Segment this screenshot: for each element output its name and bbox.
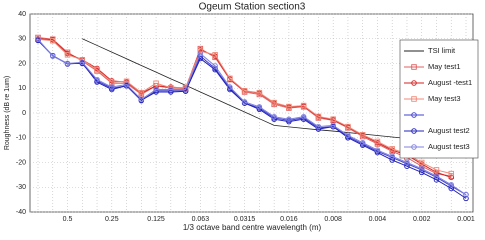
x-tick-label: 0.002 bbox=[413, 216, 431, 223]
marker bbox=[374, 138, 381, 145]
marker bbox=[197, 50, 204, 57]
marker bbox=[153, 86, 159, 93]
marker bbox=[315, 113, 322, 120]
marker bbox=[138, 89, 145, 96]
marker bbox=[374, 147, 381, 153]
legend: TSI limit May test1 August -test1 May test3… bbox=[399, 39, 479, 159]
x-tick-label: 0.008 bbox=[324, 216, 342, 223]
marker bbox=[35, 36, 41, 42]
marker bbox=[389, 153, 395, 160]
marker bbox=[433, 167, 440, 173]
marker bbox=[448, 182, 454, 188]
marker bbox=[448, 185, 454, 192]
x-tick-label: 0.5 bbox=[63, 216, 73, 223]
legend-label: TSI limit bbox=[428, 46, 456, 55]
y-tick-label: 30 bbox=[18, 36, 26, 43]
x-tick-label: 0.004 bbox=[369, 216, 387, 223]
marker bbox=[182, 86, 189, 93]
marker bbox=[433, 177, 440, 183]
y-tick-label: 20 bbox=[18, 60, 26, 67]
marker bbox=[256, 89, 263, 96]
legend-label: May test1 bbox=[428, 62, 461, 71]
marker bbox=[286, 103, 292, 110]
marker bbox=[227, 84, 233, 90]
marker bbox=[241, 87, 248, 94]
marker bbox=[411, 80, 417, 86]
marker bbox=[345, 132, 351, 139]
marker bbox=[64, 60, 71, 67]
marker bbox=[404, 159, 410, 166]
marker bbox=[300, 113, 307, 120]
marker bbox=[411, 144, 417, 150]
marker bbox=[212, 63, 218, 69]
series-line bbox=[37, 37, 452, 177]
marker bbox=[330, 122, 336, 129]
marker bbox=[123, 81, 130, 88]
marker bbox=[300, 102, 307, 109]
marker bbox=[227, 75, 233, 82]
y-tick-label: -40 bbox=[16, 209, 26, 216]
y-tick-label: 40 bbox=[18, 11, 26, 18]
marker bbox=[271, 99, 277, 106]
marker bbox=[411, 112, 417, 118]
y-tick-label: 0 bbox=[22, 110, 26, 117]
chart: Ogeum Station section3 1/3 octave band c… bbox=[4, 2, 479, 232]
legend-label: August test3 bbox=[428, 142, 470, 151]
marker bbox=[241, 99, 248, 105]
marker bbox=[418, 165, 425, 172]
marker bbox=[50, 53, 56, 59]
marker bbox=[315, 123, 322, 130]
marker bbox=[389, 157, 395, 163]
marker bbox=[433, 173, 440, 179]
marker bbox=[286, 116, 292, 122]
marker bbox=[404, 163, 410, 169]
marker bbox=[50, 37, 56, 44]
marker bbox=[418, 169, 425, 176]
marker bbox=[330, 116, 336, 122]
x-tick-label: 0.001 bbox=[457, 216, 475, 223]
chart-title: Ogeum Station section3 bbox=[199, 2, 306, 13]
marker bbox=[168, 86, 174, 93]
marker bbox=[359, 139, 366, 146]
legend-label: August test2 bbox=[428, 126, 470, 135]
marker bbox=[64, 52, 71, 58]
x-tick-label: 0.25 bbox=[105, 216, 119, 223]
marker bbox=[109, 84, 115, 90]
marker bbox=[359, 132, 366, 138]
marker bbox=[256, 104, 263, 110]
marker bbox=[271, 113, 277, 120]
marker bbox=[153, 80, 159, 87]
series-line bbox=[82, 38, 452, 144]
marker bbox=[411, 128, 417, 134]
legend-label: August -test1 bbox=[428, 78, 472, 87]
legend-label: May test3 bbox=[428, 94, 461, 103]
y-tick-label: -30 bbox=[16, 184, 26, 191]
x-tick-label: 0.125 bbox=[147, 216, 165, 223]
marker bbox=[94, 66, 100, 73]
y-axis-title: Roughness (dB re 1um) bbox=[4, 76, 11, 150]
marker bbox=[448, 170, 454, 177]
marker bbox=[345, 123, 351, 130]
marker bbox=[79, 59, 86, 66]
marker bbox=[463, 191, 469, 198]
x-tick-label: 0.0315 bbox=[234, 216, 256, 223]
x-tick-label: 0.016 bbox=[280, 216, 298, 223]
marker bbox=[212, 52, 218, 58]
x-tick-label: 0.063 bbox=[192, 216, 210, 223]
marker bbox=[448, 174, 454, 181]
marker bbox=[389, 146, 395, 152]
y-tick-label: -20 bbox=[16, 159, 26, 166]
y-tick-label: 10 bbox=[18, 85, 26, 92]
x-axis-title: 1/3 octave band centre wavelength (m) bbox=[183, 223, 322, 232]
marker bbox=[411, 64, 417, 70]
y-tick-label: -10 bbox=[16, 135, 26, 142]
series-line bbox=[37, 38, 452, 175]
marker bbox=[463, 195, 469, 202]
marker bbox=[138, 96, 145, 103]
marker bbox=[411, 96, 417, 102]
marker bbox=[94, 76, 100, 83]
marker bbox=[418, 159, 425, 166]
